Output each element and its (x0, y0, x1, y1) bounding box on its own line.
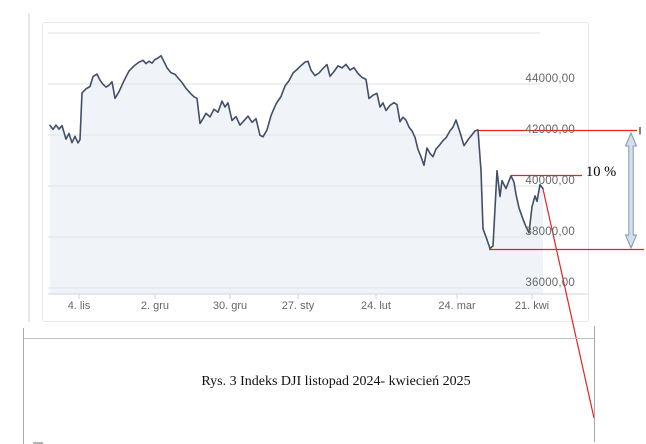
left-page-rule (28, 13, 30, 322)
dji-line (49, 54, 544, 250)
x-axis-label: 24. mar (438, 300, 476, 312)
percent-drop-label: 10 % (586, 164, 617, 180)
figure-caption: Rys. 3 Indeks DJI listopad 2024- kwiecie… (201, 374, 471, 389)
caption-box-bottom-dash (33, 442, 43, 444)
x-axis-label: 4. lis (67, 300, 91, 312)
y-axis-label: 44000,00 (525, 72, 575, 85)
x-axis-label: 24. lut (361, 300, 391, 312)
caption-box-right-border (594, 326, 595, 442)
y-axis-label: 40000,00 (525, 174, 575, 187)
x-axis-label: 2. gru (140, 300, 170, 312)
annotation-diagonal-pointer (542, 188, 595, 419)
x-axis-label: 27. sty (281, 300, 315, 312)
x-axis-label: 30. gru (212, 300, 248, 312)
y-axis-label: 42000,00 (525, 123, 575, 136)
updown-arrow (624, 131, 638, 250)
y-axis-label: 38000,00 (525, 225, 575, 238)
caption-box-top-border (23, 338, 594, 339)
x-axis-label: 21. kwi (514, 300, 550, 312)
y-axis-label: 36000,00 (525, 276, 575, 289)
caption-box-left-border (23, 328, 24, 444)
dji-area-fill (50, 55, 543, 295)
